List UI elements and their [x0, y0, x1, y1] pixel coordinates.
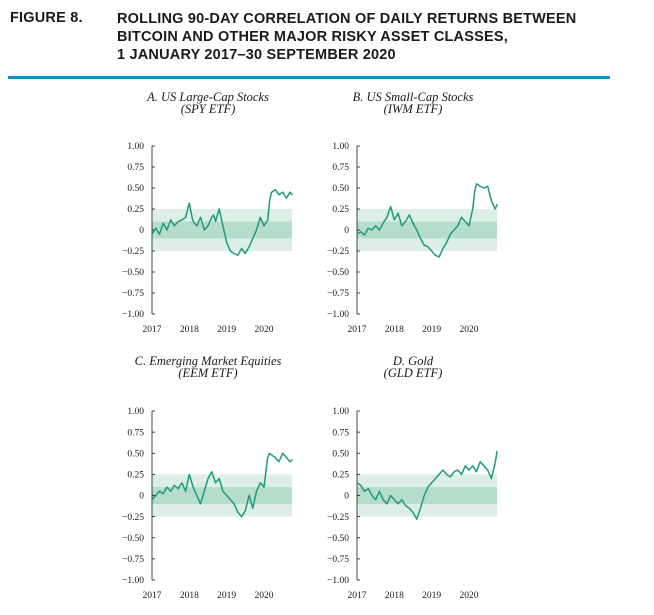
y-tick-label: 1.00 [332, 407, 349, 417]
y-tick-label: −0.25 [122, 513, 144, 523]
header-rule [8, 76, 610, 79]
y-tick-label: 0.50 [127, 184, 144, 194]
figure-title: ROLLING 90-DAY CORRELATION OF DAILY RETU… [117, 10, 617, 64]
y-tick-label: 0.25 [127, 205, 144, 215]
y-tick-label: −0.50 [327, 268, 349, 278]
y-tick-label: −0.75 [122, 289, 144, 299]
x-tick-label: 2020 [460, 591, 479, 601]
y-tick-label: 0 [344, 492, 349, 502]
y-tick-label: 0 [139, 226, 144, 236]
y-tick-label: 1.00 [127, 142, 144, 152]
x-tick-label: 2018 [385, 325, 404, 335]
x-tick-label: 2019 [422, 591, 441, 601]
figure-header: FIGURE 8. ROLLING 90-DAY CORRELATION OF … [0, 8, 654, 74]
x-tick-label: 2017 [348, 325, 367, 335]
chart-panel-4: D. Gold(GLD ETF) 1.00 0.75 0.50 0.25 0 −0.25 −0… [327, 354, 498, 601]
y-tick-label: 0.25 [127, 471, 144, 481]
y-tick-label: 1.00 [332, 142, 349, 152]
y-tick-label: 0 [344, 226, 349, 236]
x-tick-label: 2019 [217, 325, 236, 335]
x-tick-label: 2019 [422, 325, 441, 335]
correlation-line [151, 188, 293, 256]
y-tick-label: −0.50 [122, 268, 144, 278]
y-tick-label: −1.00 [122, 576, 144, 586]
y-tick-label: 0.50 [127, 449, 144, 459]
y-tick-label: 0.75 [127, 428, 144, 438]
y-tick-label: −0.50 [327, 534, 349, 544]
y-tick-label: −0.75 [327, 555, 349, 565]
panel-title: C. Emerging Market Equities [135, 354, 282, 368]
x-tick-label: 2020 [255, 591, 274, 601]
neutral-band-inner [357, 221, 497, 239]
y-tick-label: 1.00 [127, 407, 144, 417]
panel-subtitle: (EEM ETF) [178, 366, 237, 380]
y-tick-label: −1.00 [122, 310, 144, 320]
figure-title-line-3: 1 JANUARY 2017–30 SEPTEMBER 2020 [117, 47, 396, 63]
panel-subtitle: (GLD ETF) [384, 366, 443, 380]
panel-subtitle: (SPY ETF) [181, 102, 236, 116]
correlation-line [151, 452, 293, 518]
y-tick-label: −0.50 [122, 534, 144, 544]
y-tick-label: −0.25 [327, 513, 349, 523]
figure-title-line-2: BITCOIN AND OTHER MAJOR RISKY ASSET CLAS… [117, 29, 508, 45]
x-tick-label: 2018 [180, 591, 199, 601]
y-tick-label: −0.75 [327, 289, 349, 299]
y-tick-label: 0.75 [332, 428, 349, 438]
panel-title: B. US Small-Cap Stocks [353, 90, 474, 104]
y-tick-label: −1.00 [327, 576, 349, 586]
y-tick-label: 0.50 [332, 184, 349, 194]
neutral-band-inner [357, 487, 497, 504]
y-tick-label: 0.75 [332, 163, 349, 173]
x-tick-label: 2018 [385, 591, 404, 601]
y-tick-label: 0.25 [332, 205, 349, 215]
y-tick-label: 0.75 [127, 163, 144, 173]
x-tick-label: 2017 [143, 591, 162, 601]
chart-panel-2: B. US Small-Cap Stocks(IWM ETF) 1.00 0.75 0… [327, 90, 498, 335]
chart-panel-1: A. US Large-Cap Stocks(SPY ETF) 1.00 0.75 0… [122, 90, 293, 335]
correlation-line [356, 450, 498, 520]
correlation-line [356, 183, 498, 258]
x-tick-label: 2017 [143, 325, 162, 335]
y-tick-label: 0.50 [332, 449, 349, 459]
x-tick-label: 2017 [348, 591, 367, 601]
figure-title-line-1: ROLLING 90-DAY CORRELATION OF DAILY RETU… [117, 11, 577, 27]
y-tick-label: −0.75 [122, 555, 144, 565]
x-tick-label: 2020 [255, 325, 274, 335]
y-tick-label: −1.00 [327, 310, 349, 320]
panel-title: A. US Large-Cap Stocks [146, 90, 269, 104]
panel-subtitle: (IWM ETF) [384, 102, 443, 116]
x-tick-label: 2018 [180, 325, 199, 335]
y-tick-label: 0.25 [332, 471, 349, 481]
panel-title: D. Gold [392, 354, 434, 368]
y-tick-label: −0.25 [327, 247, 349, 257]
y-tick-label: −0.25 [122, 247, 144, 257]
y-tick-label: 0 [139, 492, 144, 502]
chart-panel-3: C. Emerging Market Equities(EEM ETF) 1.00… [122, 354, 293, 601]
figure-label: FIGURE 8. [10, 10, 83, 26]
x-tick-label: 2020 [460, 325, 479, 335]
x-tick-label: 2019 [217, 591, 236, 601]
